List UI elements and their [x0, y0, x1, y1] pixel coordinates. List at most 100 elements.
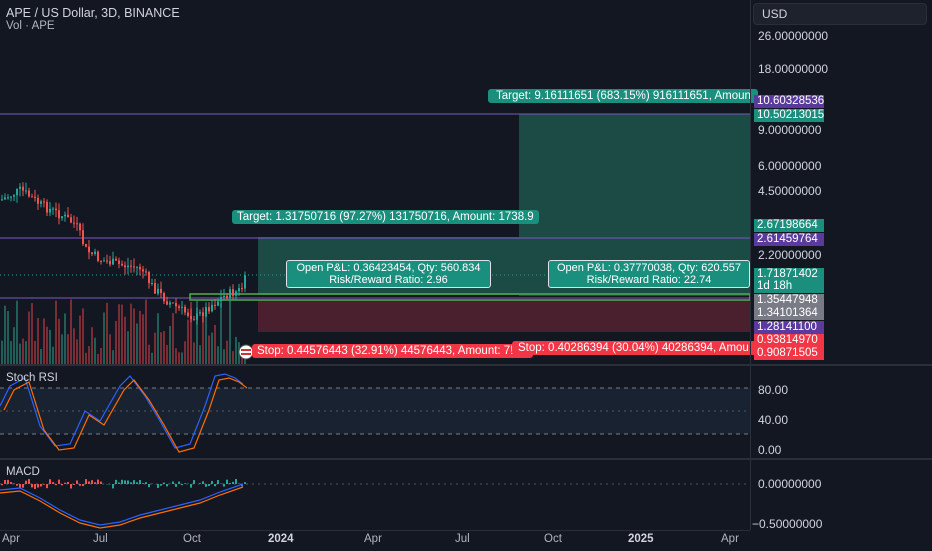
time-tick: Apr [2, 533, 20, 545]
macd-label[interactable]: MACD [6, 466, 40, 478]
volume-bar [82, 308, 84, 364]
time-tick: 2024 [268, 533, 294, 545]
volume-bar [148, 345, 150, 364]
candle-body [46, 202, 48, 213]
price-chart[interactable] [0, 0, 750, 364]
macd-bar [118, 483, 120, 484]
macd-bar [142, 483, 144, 484]
volume-bar [235, 337, 237, 364]
macd-pane[interactable]: MACD [0, 460, 750, 530]
volume-bar [214, 325, 216, 364]
volume-bar [55, 301, 57, 364]
candle-body [145, 271, 147, 272]
volume-bar [112, 350, 114, 364]
volume-bar [88, 346, 90, 364]
candle-body [112, 259, 114, 265]
volume-bar [49, 330, 51, 364]
currency-button[interactable]: USD [753, 3, 927, 25]
volume-bar [73, 328, 75, 364]
macd-bar [226, 480, 228, 484]
volume-bar [97, 354, 99, 364]
candle-body [7, 197, 9, 198]
time-tick: Oct [544, 533, 562, 545]
macd-bar [49, 479, 51, 484]
macd-bar [82, 484, 84, 486]
candle-body [88, 247, 90, 253]
macd-bar [190, 484, 192, 488]
price-label: 1d 18h [754, 280, 824, 293]
candle-body [226, 296, 228, 299]
macd-bar [223, 484, 225, 487]
position2-pnl-box[interactable]: Open P&L: 0.37770038, Qty: 620.557 Risk/… [548, 260, 750, 288]
rsi-tick: 80.00 [758, 383, 788, 397]
volume-bar [94, 338, 96, 364]
price-tick: 9.00000000 [758, 123, 821, 137]
macd-bar [121, 480, 123, 484]
volume-bar [181, 352, 183, 364]
position2-stop-label[interactable]: Stop: 0.40286394 (30.04%) 40286394, Amou [512, 341, 756, 355]
volume-bar [16, 301, 18, 364]
symbol-title[interactable]: APE / US Dollar, 3D, BINANCE [6, 6, 180, 20]
volume-bar [142, 314, 144, 364]
candle-body [121, 264, 123, 266]
macd-bar [136, 482, 138, 484]
volume-bar [124, 317, 126, 364]
candle-body [205, 307, 207, 316]
candle-body [67, 215, 69, 218]
price-label: 1.34101364 [754, 307, 824, 320]
flag-icon [239, 345, 253, 359]
macd-bar [7, 480, 9, 484]
volume-bar [217, 346, 219, 364]
stoch-rsi-pane[interactable]: Stoch RSI [0, 366, 750, 458]
volume-legend[interactable]: Vol · APE [6, 20, 55, 32]
main-chart-pane[interactable]: APE / US Dollar, 3D, BINANCE Vol · APE T… [0, 0, 750, 364]
candle-body [106, 261, 108, 262]
macd-bar [70, 484, 72, 488]
stoch-rsi-chart [0, 366, 750, 458]
stoch-rsi-label[interactable]: Stoch RSI [6, 372, 58, 384]
volume-bar [1, 341, 3, 364]
macd-bar [25, 481, 27, 484]
price-tick: 6.00000000 [758, 159, 821, 173]
volume-bar [106, 303, 108, 364]
volume-bar [79, 316, 81, 364]
volume-bar [70, 300, 72, 364]
candle-body [124, 265, 126, 267]
time-tick: Apr [721, 533, 739, 545]
position1-stop-label[interactable]: Stop: 0.44576443 (32.91%) 44576443, Amou… [252, 344, 533, 358]
position1-pnl-line2: Risk/Reward Ratio: 2.96 [291, 274, 486, 286]
volume-bar [61, 334, 63, 364]
candle-body [94, 252, 96, 254]
macd-bar [85, 479, 87, 484]
candle-body [175, 303, 177, 306]
position1-pnl-box[interactable]: Open P&L: 0.36423454, Qty: 560.834 Risk/… [286, 260, 491, 288]
candle-body [127, 266, 129, 268]
macd-bar [40, 484, 42, 487]
macd-bar [229, 483, 231, 484]
volume-bar [229, 300, 231, 364]
macd-bar [163, 483, 165, 484]
position1-target-label[interactable]: Target: 1.31750716 (97.27%) 131750716, A… [232, 210, 539, 224]
macd-bar [79, 484, 81, 486]
candle-body [184, 307, 186, 313]
volume-bar [160, 332, 162, 364]
macd-tick: −0.50000000 [752, 517, 822, 531]
candle-body [1, 199, 3, 200]
volume-bar [28, 311, 30, 364]
candle-body [151, 283, 153, 284]
position2-target-label[interactable]: Target: 9.16111651 (683.15%) 916111651, … [488, 89, 758, 103]
price-label: 1.35447948 [754, 294, 824, 307]
macd-bar [208, 484, 210, 486]
price-label: 10.60328536 [754, 95, 824, 108]
volume-bar [127, 331, 129, 364]
volume-bar [37, 318, 39, 364]
candle-body [31, 196, 33, 197]
volume-bar [46, 327, 48, 364]
macd-bar [178, 482, 180, 484]
candle-body [133, 266, 135, 267]
volume-bar [19, 344, 21, 364]
volume-bar [22, 339, 24, 364]
volume-bar [7, 311, 9, 364]
candle-body [85, 244, 87, 247]
volume-bar [121, 305, 123, 364]
